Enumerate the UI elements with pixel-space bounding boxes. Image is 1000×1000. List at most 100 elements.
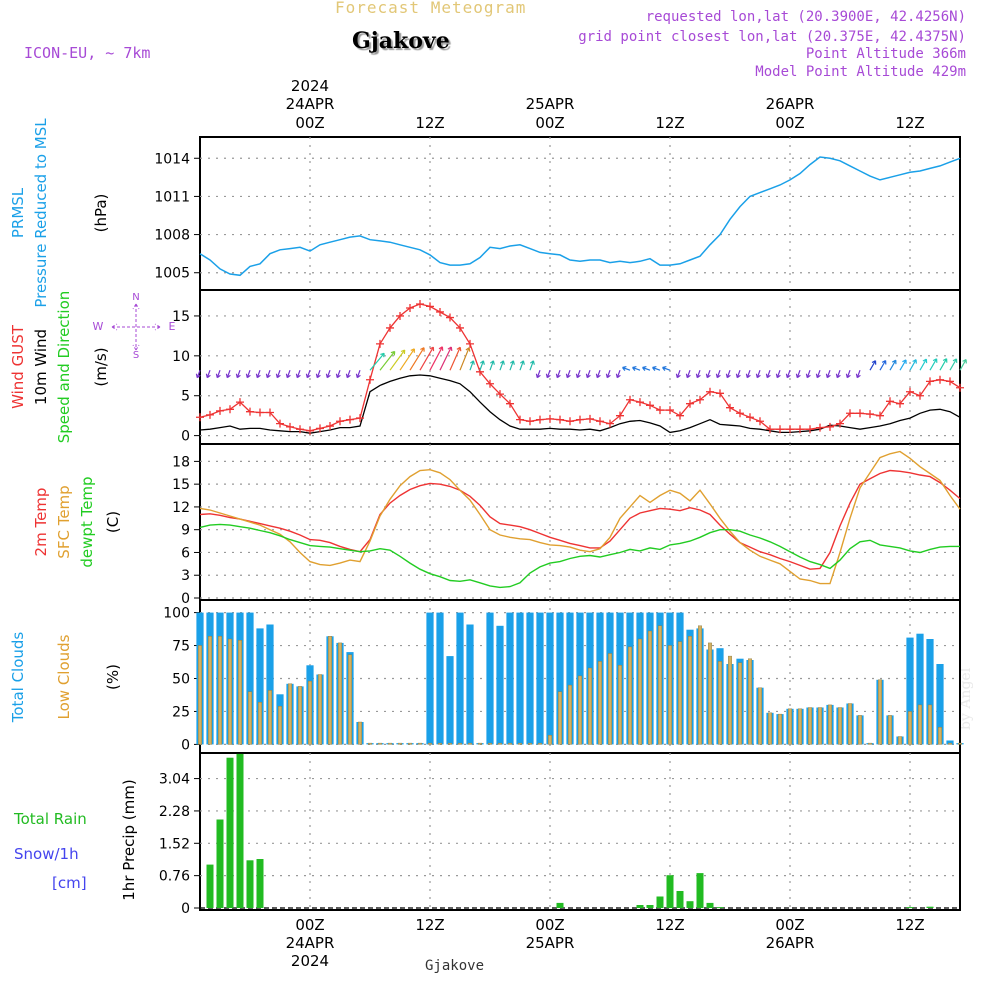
wind-gust-point — [826, 422, 834, 431]
wind-gust-point — [796, 425, 804, 434]
wind-gust-point — [786, 425, 794, 434]
low-clouds-bar — [237, 640, 242, 745]
total-clouds-bar — [906, 637, 914, 745]
clouds-panel: 0 25 50 75 100 — [163, 599, 964, 754]
wind-direction-arrow — [959, 358, 967, 371]
low-clouds-bar — [938, 727, 943, 745]
chart-title: Forecast Meteogram — [335, 0, 527, 17]
low-clouds-bar — [318, 674, 323, 745]
temp-unit: (C) — [104, 511, 122, 533]
wind-direction-arrow — [519, 360, 525, 371]
clouds-unit: (%) — [104, 664, 122, 690]
wind-direction-arrow — [899, 359, 907, 371]
wind-direction-arrow — [409, 347, 425, 371]
rain-bar — [686, 901, 694, 908]
total-clouds-bar — [916, 633, 924, 745]
wind-direction-arrow — [419, 346, 435, 371]
wind-gust-point — [546, 414, 554, 423]
wind-direction-arrow — [835, 369, 841, 379]
compass-n: N — [132, 292, 139, 303]
wind-gust-point — [926, 377, 934, 386]
low-clouds-bar — [458, 742, 463, 745]
low-clouds-bar — [298, 686, 303, 745]
low-clouds-bar — [668, 645, 673, 745]
wind-direction-arrow — [725, 369, 731, 379]
low-clouds-bar — [638, 638, 643, 745]
pressure-ytick-label: 1011 — [154, 189, 190, 205]
wind-direction-arrow — [815, 369, 821, 379]
wind-gust-point — [896, 399, 904, 408]
wind-gust-point — [836, 419, 844, 428]
rain-bar — [656, 896, 664, 908]
low-clouds-bar — [718, 661, 723, 745]
precip-ytick-label: 1.52 — [159, 836, 190, 852]
rain-bar — [666, 875, 674, 908]
low-clouds-bar — [528, 742, 533, 745]
wind-direction-arrow — [295, 369, 301, 379]
wind-direction-arrow — [642, 366, 651, 371]
wind-direction-arrow — [195, 369, 201, 379]
total-clouds-bar — [426, 612, 434, 745]
rain-bar — [636, 905, 644, 908]
wind-gust-point — [376, 339, 384, 348]
wind-direction-arrow — [245, 369, 251, 379]
wind-gust-point — [726, 403, 734, 412]
low-clouds-bar — [478, 742, 483, 745]
wind-gust-point — [756, 417, 764, 426]
wind-direction-arrow — [555, 369, 561, 379]
wind-gust-point — [676, 411, 684, 420]
wind-gust-point — [206, 410, 214, 419]
low-clouds-bar — [698, 625, 703, 745]
wind-gust-point — [316, 424, 324, 433]
low-clouds-bar — [838, 707, 843, 745]
wind-direction-arrow — [285, 369, 291, 379]
dewpt-line — [199, 523, 960, 589]
wind-gust-point — [946, 377, 954, 386]
wind-gust-point — [256, 408, 264, 417]
pressure-label-prmsl: PRMSL — [9, 187, 27, 238]
wind-gust-point — [456, 323, 464, 332]
temperature-ytick-label: 0 — [181, 591, 190, 607]
wind-direction-arrow — [785, 369, 791, 379]
top-time-label: 00Z — [775, 114, 804, 132]
wind-gust-point — [496, 390, 504, 399]
wind-gust-point — [916, 391, 924, 400]
rain-bar — [226, 757, 234, 908]
temperature-ytick-label: 6 — [181, 545, 190, 561]
bottom-time-label: 12Z — [655, 916, 684, 934]
low-clouds-bar — [738, 662, 743, 745]
wind-gust-point — [276, 419, 284, 428]
low-clouds-bar — [408, 742, 413, 745]
wind-gust-point — [356, 414, 364, 423]
low-clouds-bar — [328, 636, 333, 745]
low-clouds-bar — [658, 625, 663, 745]
temp-label-sfc: SFC Temp — [55, 485, 73, 558]
wind-direction-arrow — [765, 369, 771, 379]
footer-location: Gjakove — [425, 958, 485, 974]
wind-gust-point — [866, 410, 874, 419]
wind-gust-point — [396, 311, 404, 320]
prmsl-line — [199, 156, 961, 277]
wind-gust-point — [566, 417, 574, 426]
wind-direction-arrow — [939, 358, 948, 371]
pressure-panel: 1005 1008 1011 1014 — [154, 136, 961, 291]
rain-bar — [706, 902, 714, 908]
temperature-ytick-label: 18 — [172, 454, 190, 470]
wind-gust-point — [886, 397, 894, 406]
total-clouds-bar — [456, 612, 464, 745]
bottom-time-label: 00Z — [775, 916, 804, 934]
total-clouds-bar — [436, 612, 444, 745]
wind-gust-point — [416, 299, 424, 308]
total-clouds-bar — [926, 639, 934, 745]
wind-direction-arrow — [735, 369, 741, 379]
wind-direction-arrow — [265, 369, 271, 379]
low-clouds-bar — [748, 658, 753, 745]
precip-label-snow: Snow/1h — [14, 845, 79, 863]
total-clouds-bar — [516, 612, 524, 745]
low-clouds-bar — [728, 655, 733, 745]
wind-label-gust: Wind GUST — [9, 324, 27, 409]
low-clouds-bar — [768, 712, 773, 745]
sfc-temp-line — [199, 450, 961, 585]
low-clouds-bar — [348, 654, 353, 745]
